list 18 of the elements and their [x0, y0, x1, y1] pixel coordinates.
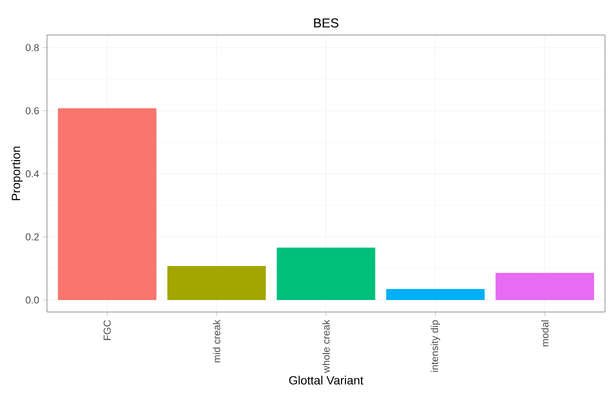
x-tick-label: FGC [104, 320, 111, 340]
x-tick-label: mid creak [212, 320, 220, 362]
bar [58, 108, 156, 300]
x-tick-label: whole creak [322, 320, 330, 373]
x-tick-label: modal [541, 320, 548, 346]
y-tick-label: 0.8 [26, 44, 39, 52]
y-tick-label: 0.0 [26, 296, 39, 304]
y-tick-label: 0.4 [26, 170, 39, 178]
bar [386, 288, 485, 300]
x-axis-title: Glottal Variant [289, 376, 364, 385]
x-tick-label: intensity dip [430, 320, 440, 372]
y-tick-label: 0.6 [26, 107, 39, 114]
bar [496, 272, 594, 300]
chart-title: BES [314, 18, 338, 28]
y-axis-title: Proportion [11, 146, 23, 200]
y-tick-label: 0.2 [26, 233, 39, 240]
bar [167, 266, 266, 300]
bar [276, 248, 376, 300]
